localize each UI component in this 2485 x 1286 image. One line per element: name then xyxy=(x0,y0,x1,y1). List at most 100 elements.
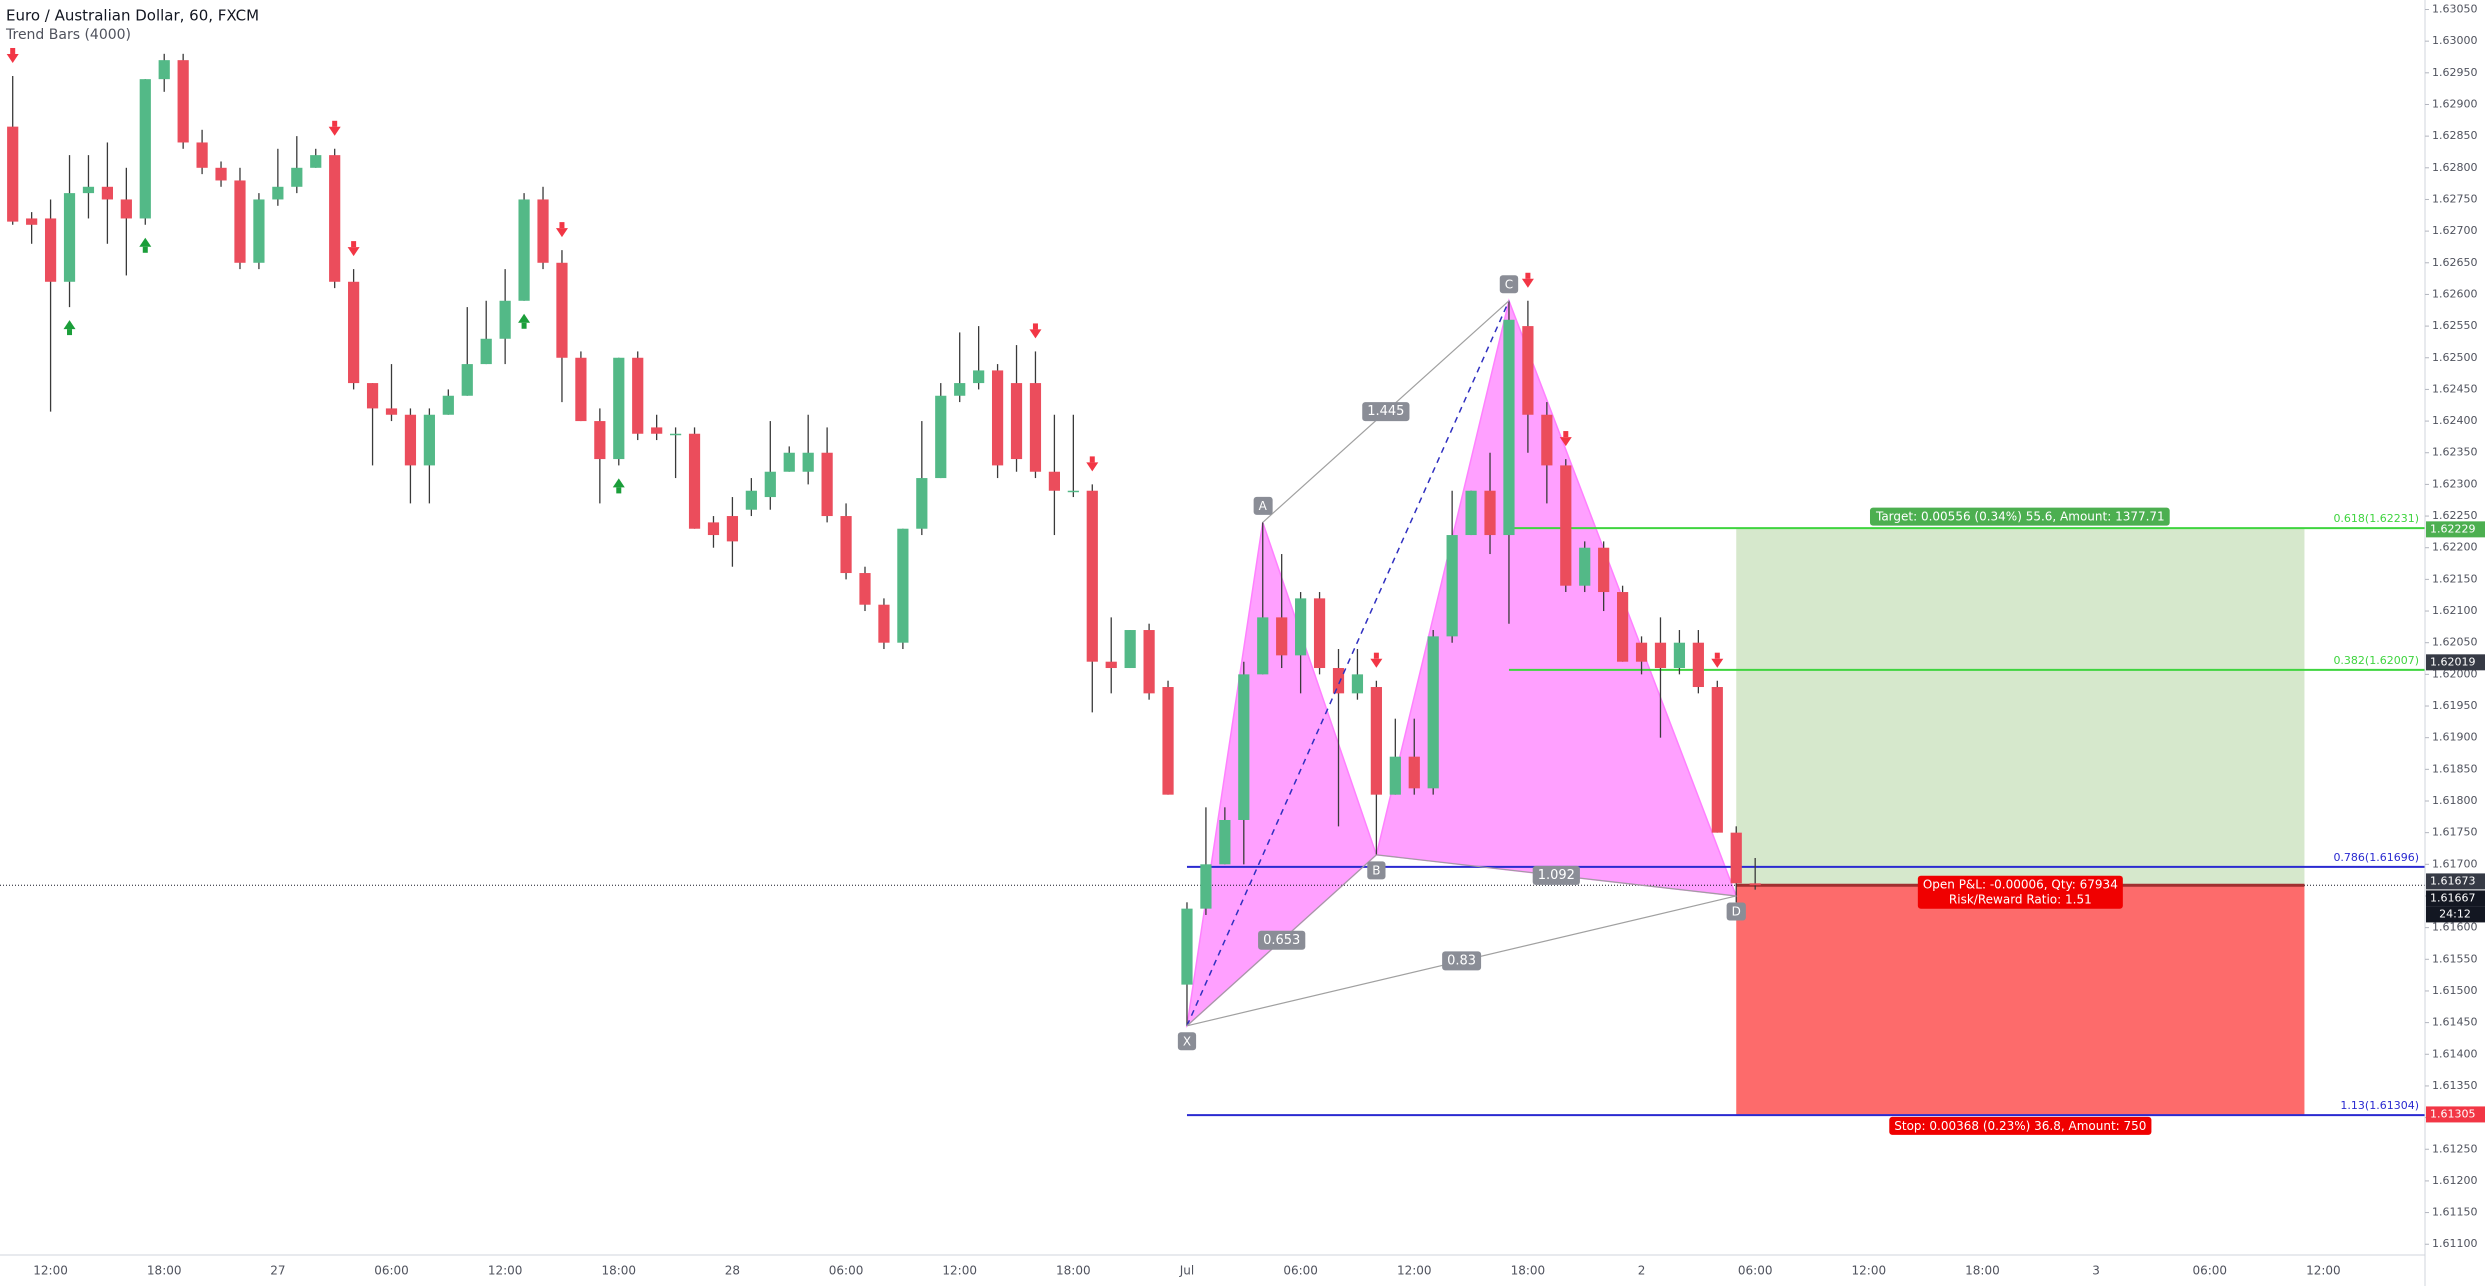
candle-body xyxy=(878,604,890,643)
price-badge-text: 1.62229 xyxy=(2430,522,2476,535)
ratio-label-text: 0.653 xyxy=(1263,933,1300,948)
sell-signal xyxy=(1029,329,1042,339)
y-tick-label: 1.62900 xyxy=(2432,97,2478,110)
x-tick-label: 3 xyxy=(2092,1264,2100,1278)
x-tick-label: 06:00 xyxy=(829,1264,864,1278)
sell-signal-stem xyxy=(1525,272,1531,279)
candle-body xyxy=(348,281,360,384)
candle-body xyxy=(139,79,151,219)
target-label-text: Target: 0.00556 (0.34%) 55.6, Amount: 13… xyxy=(1875,510,2165,524)
candle-body xyxy=(537,199,549,263)
sell-signal xyxy=(555,228,568,238)
candle-body xyxy=(404,414,417,466)
candle-body xyxy=(1484,490,1496,536)
sell-signal xyxy=(1711,658,1724,668)
candle-body xyxy=(1711,687,1723,833)
ratio-label-text: 0.83 xyxy=(1447,953,1476,968)
countdown-text: 24:12 xyxy=(2439,907,2471,920)
candle-body xyxy=(272,186,284,200)
pattern-xc-line xyxy=(1186,300,1510,1027)
y-tick-label: 1.61250 xyxy=(2432,1142,2478,1155)
candle-body xyxy=(366,383,379,409)
candle-body xyxy=(26,218,38,225)
y-tick-label: 1.61450 xyxy=(2432,1016,2478,1029)
candle-body xyxy=(1427,636,1439,789)
candle-body xyxy=(1389,756,1401,795)
x-tick-label: 12:00 xyxy=(1852,1264,1887,1278)
candle-body xyxy=(1560,465,1572,586)
candle-body xyxy=(556,262,568,358)
candle-body xyxy=(935,395,947,479)
candle-body xyxy=(120,199,132,219)
buy-signal-stem xyxy=(616,487,622,494)
pattern-point-label xyxy=(1726,902,1746,921)
y-tick-label: 1.62700 xyxy=(2432,224,2478,237)
buy-signal xyxy=(139,237,152,247)
y-tick-label: 1.61700 xyxy=(2432,857,2478,870)
candle-body xyxy=(101,186,113,200)
sell-signal xyxy=(1086,462,1099,472)
pattern-point-label xyxy=(1253,496,1273,515)
candle-body xyxy=(954,383,966,396)
candle-body xyxy=(423,414,435,466)
x-tick-label: 18:00 xyxy=(1056,1264,1091,1278)
candle-body xyxy=(594,421,606,460)
y-tick-label: 1.61150 xyxy=(2432,1206,2478,1219)
y-tick-label: 1.61500 xyxy=(2432,984,2478,997)
x-tick-label: 18:00 xyxy=(147,1264,182,1278)
y-tick-label: 1.62750 xyxy=(2432,192,2478,205)
candle-body xyxy=(480,338,492,365)
candle-body xyxy=(1124,630,1136,669)
pnl-box xyxy=(1917,875,2123,909)
ratio-label-text: Risk/Reward Ratio: 1.51 xyxy=(1949,893,2092,907)
fib-label: 0.618(1.62231) xyxy=(2333,512,2419,525)
candle-body xyxy=(1654,642,1667,669)
sell-signal xyxy=(6,53,19,63)
y-tick-label: 1.62500 xyxy=(2432,351,2478,364)
candle-body xyxy=(1048,471,1060,491)
price-axis-bg xyxy=(2425,0,2485,1286)
sell-signal-stem xyxy=(1032,323,1038,330)
fib-label: 0.382(1.62007) xyxy=(2333,654,2419,667)
time-axis-bg xyxy=(0,1255,2425,1286)
candle-body xyxy=(1219,819,1231,865)
candle-body xyxy=(575,357,587,422)
y-tick-label: 1.62650 xyxy=(2432,256,2478,269)
y-tick-label: 1.63000 xyxy=(2432,34,2478,47)
candle-body xyxy=(1067,490,1079,493)
candle-body xyxy=(329,155,341,282)
x-tick-label: 18:00 xyxy=(601,1264,636,1278)
candle-body xyxy=(1029,383,1042,472)
price-badge-text: 1.61667 xyxy=(2430,891,2476,904)
price-badge-text: 1.61305 xyxy=(2430,1107,2476,1120)
candle-body xyxy=(461,364,473,396)
sell-signal-stem xyxy=(1714,652,1720,659)
candle-body xyxy=(82,186,95,194)
candle-body xyxy=(385,408,398,415)
y-tick-label: 1.63050 xyxy=(2432,2,2478,15)
sell-signal-stem xyxy=(351,241,357,248)
x-tick-label: 06:00 xyxy=(374,1264,409,1278)
y-tick-label: 1.61850 xyxy=(2432,762,2478,775)
y-tick-label: 1.62600 xyxy=(2432,287,2478,300)
buy-signal xyxy=(518,313,531,323)
price-badge xyxy=(2426,890,2485,907)
y-tick-label: 1.62300 xyxy=(2432,477,2478,490)
y-tick-label: 1.61800 xyxy=(2432,794,2478,807)
candle-body xyxy=(1465,490,1477,536)
x-tick-label: 18:00 xyxy=(1511,1264,1546,1278)
candle-body xyxy=(1162,687,1174,795)
pattern-point-label xyxy=(1177,1032,1197,1051)
candle-body xyxy=(234,180,246,263)
candle-body xyxy=(973,370,985,384)
x-tick-label: 12:00 xyxy=(942,1264,977,1278)
y-tick-label: 1.61200 xyxy=(2432,1174,2478,1187)
target-zone xyxy=(1736,528,2305,886)
pattern-point-label-text: C xyxy=(1505,277,1513,291)
y-tick-label: 1.62800 xyxy=(2432,161,2478,174)
candle-body xyxy=(1673,642,1686,669)
candle-body xyxy=(1313,598,1326,669)
candle-body xyxy=(651,427,663,434)
ratio-label-text: 1.445 xyxy=(1367,404,1404,419)
